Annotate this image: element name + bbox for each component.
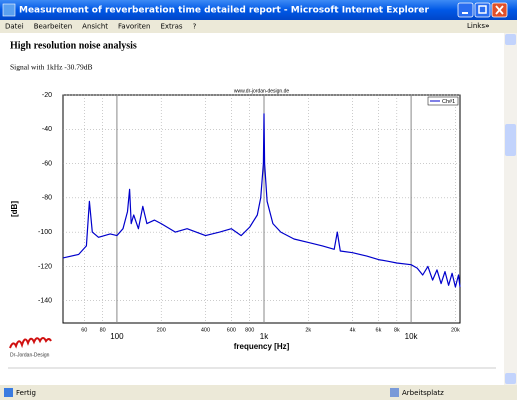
- y-tick-label: -40: [42, 126, 52, 133]
- menu-item[interactable]: Extras: [160, 23, 182, 31]
- menu: Datei Bearbeiten Ansicht Favoriten Extras?: [5, 23, 197, 31]
- x-tick-label: 4k: [350, 327, 356, 333]
- x-tick-label: 100: [110, 332, 124, 341]
- logo-text: Dr-Jordan-Design: [10, 352, 50, 358]
- window-title: Measurement of reverberation time detail…: [19, 6, 429, 16]
- scroll-down[interactable]: [505, 373, 516, 384]
- status-right: Arbeitsplatz: [402, 389, 444, 397]
- status-left: Fertig: [16, 389, 36, 397]
- zone-icon: [390, 388, 399, 397]
- x-tick-label: 80: [100, 327, 106, 333]
- x-tick-label: 8k: [394, 327, 400, 333]
- heading: High resolution noise analysis: [10, 40, 137, 51]
- legend-label: Ch#1: [442, 99, 455, 105]
- x-tick-label: 800: [245, 327, 254, 333]
- x-tick-label: 20k: [451, 327, 460, 333]
- y-tick-label: -140: [38, 298, 52, 305]
- scrollbar[interactable]: [504, 33, 517, 385]
- y-tick-label: -100: [38, 229, 52, 236]
- status-bar: [0, 385, 517, 400]
- links-more[interactable]: »: [485, 22, 490, 30]
- menu-bar: [0, 20, 517, 33]
- x-axis-label: frequency [Hz]: [234, 342, 290, 351]
- status-icon: [4, 388, 13, 397]
- x-tick-label: 200: [157, 327, 166, 333]
- scroll-thumb[interactable]: [505, 124, 516, 156]
- close-icon: [495, 5, 504, 15]
- x-tick-label: 600: [227, 327, 236, 333]
- menu-item[interactable]: Ansicht: [82, 23, 108, 31]
- x-tick-label: 60: [81, 327, 87, 333]
- app-icon: [2, 3, 16, 17]
- y-tick-label: -80: [42, 195, 52, 202]
- chart: -20 -40 -60 -80 -100 -120 -140 60 80 100 200 400 600…: [10, 88, 461, 351]
- series-line: [62, 113, 461, 288]
- plot-area: [62, 94, 461, 324]
- menu-item[interactable]: Bearbeiten: [34, 23, 72, 31]
- logo-mark: [9, 337, 52, 349]
- y-tick-label: -120: [38, 263, 52, 270]
- links-label[interactable]: Links: [467, 22, 485, 30]
- y-axis-label: [dB]: [10, 201, 19, 217]
- x-tick-label: 2k: [305, 327, 311, 333]
- y-tick-label: -60: [42, 160, 52, 167]
- watermark: www.dr-jordan-design.de: [234, 88, 290, 94]
- legend-box: [427, 96, 459, 106]
- menu-item[interactable]: Datei: [5, 23, 24, 31]
- title-bar: [0, 0, 517, 20]
- x-tick-label: 10k: [405, 332, 419, 341]
- x-tick-label: 6k: [376, 327, 382, 333]
- y-tick-label: -20: [42, 92, 52, 99]
- maximize-icon: [478, 5, 487, 14]
- menu-item[interactable]: Favoriten: [118, 23, 150, 31]
- minimize-icon: [462, 12, 468, 14]
- scroll-up[interactable]: [505, 34, 516, 45]
- subtitle: Signal with 1kHz -30.79dB: [10, 63, 93, 72]
- menu-item[interactable]: ?: [193, 23, 197, 31]
- x-tick-label: 1k: [260, 332, 269, 341]
- minimize-button[interactable]: [457, 2, 474, 18]
- maximize-button[interactable]: [474, 2, 491, 18]
- x-tick-label: 400: [201, 327, 210, 333]
